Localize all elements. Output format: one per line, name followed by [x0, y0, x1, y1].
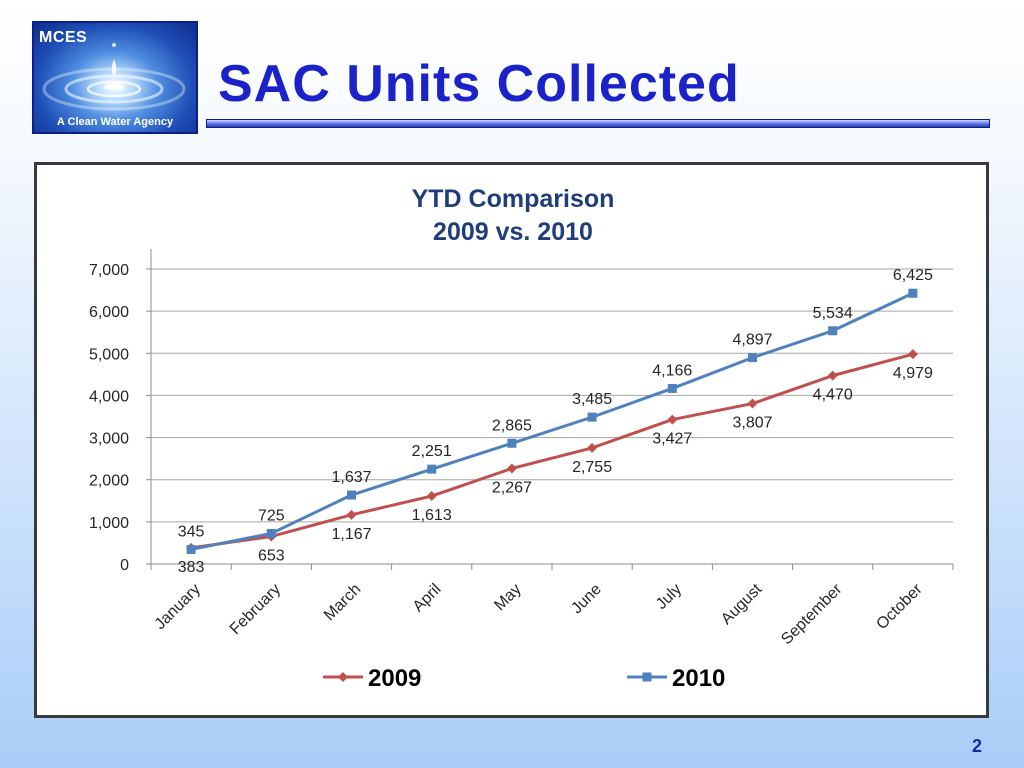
data-label-2009: 2,267: [492, 479, 532, 496]
data-point-2009: [506, 463, 517, 474]
x-category-label: September: [778, 580, 846, 648]
data-label-2010: 4,166: [652, 362, 692, 379]
slide-title: SAC Units Collected: [218, 55, 740, 113]
water-ripple-icon: [42, 43, 186, 111]
data-point-2009: [667, 414, 678, 425]
data-point-2010: [347, 490, 356, 500]
x-category-label: January: [152, 581, 204, 633]
data-point-2010: [667, 383, 677, 393]
data-label-2009: 653: [258, 547, 285, 564]
y-tick-label: 4,000: [89, 388, 129, 405]
data-label-2010: 725: [258, 507, 285, 524]
data-label-2010: 2,865: [492, 417, 532, 434]
mces-logo: MCES A Clean Water Agency: [32, 21, 198, 134]
data-point-2010: [828, 326, 838, 336]
data-point-2010: [186, 544, 196, 554]
data-label-2010: 4,897: [732, 332, 772, 349]
data-point-2009: [747, 398, 758, 409]
data-point-2010: [507, 438, 517, 448]
x-category-label: April: [410, 581, 445, 616]
data-point-2010: [908, 288, 918, 298]
data-label-2010: 1,637: [331, 469, 371, 486]
logo-tagline: A Clean Water Agency: [56, 116, 174, 128]
y-tick-label: 7,000: [89, 262, 129, 279]
data-label-2009: 2,755: [572, 459, 612, 476]
data-label-2009: 3,427: [652, 431, 692, 448]
data-point-2010: [587, 412, 597, 422]
x-category-label: July: [653, 581, 685, 613]
y-tick-label: 5,000: [89, 346, 129, 363]
y-tick-label: 6,000: [89, 304, 129, 321]
chart-panel: YTD Comparison 2009 vs. 2010 0 1,000 2,000 3,…: [34, 162, 989, 718]
chart-title-line: YTD Comparison: [412, 185, 615, 213]
data-label-2010: 2,251: [412, 443, 452, 460]
line-chart: YTD Comparison 2009 vs. 2010 0 1,000 2,000 3,…: [89, 185, 954, 692]
data-point-2009: [827, 370, 838, 381]
data-point-2009: [587, 442, 598, 453]
series-line-2010: [190, 291, 914, 551]
data-label-2010: 3,485: [572, 391, 612, 408]
data-label-2010: 345: [178, 523, 205, 540]
y-tick-label: 1,000: [89, 515, 129, 532]
legend-marker-2010: [642, 672, 652, 682]
y-tick-label: 3,000: [89, 431, 129, 448]
y-tick-label: 0: [120, 557, 129, 574]
series-line-2009: [190, 352, 914, 550]
legend-marker-2009: [338, 672, 348, 682]
chart-title-line: 2009 vs. 2010: [433, 218, 593, 246]
title-underline: [206, 119, 990, 128]
data-point-2010: [748, 353, 757, 363]
data-point-2010: [266, 528, 276, 538]
x-category-label: February: [227, 581, 284, 638]
data-label-2009: 4,470: [813, 387, 853, 404]
data-label-2009: 383: [178, 559, 205, 576]
x-category-label: March: [321, 581, 364, 624]
logo-acronym: MCES: [39, 29, 88, 46]
slide-number: 2: [972, 736, 983, 756]
legend-label-2009: 2009: [368, 665, 421, 692]
y-tick-label: 2,000: [89, 473, 129, 490]
data-point-2009: [907, 349, 918, 360]
data-label-2010: 6,425: [893, 267, 933, 284]
x-category-label: May: [491, 581, 524, 614]
legend-label-2010: 2010: [672, 665, 725, 692]
data-label-2009: 1,167: [331, 526, 371, 543]
data-label-2010: 5,534: [813, 305, 853, 322]
data-label-2009: 4,979: [893, 365, 933, 382]
data-point-2010: [427, 464, 437, 474]
data-point-2009: [426, 491, 437, 502]
x-category-label: August: [718, 580, 766, 628]
data-label-2009: 1,613: [412, 507, 452, 524]
data-label-2009: 3,807: [732, 415, 772, 432]
data-point-2009: [346, 509, 357, 520]
x-category-label: October: [873, 580, 926, 633]
x-category-label: June: [568, 581, 605, 618]
